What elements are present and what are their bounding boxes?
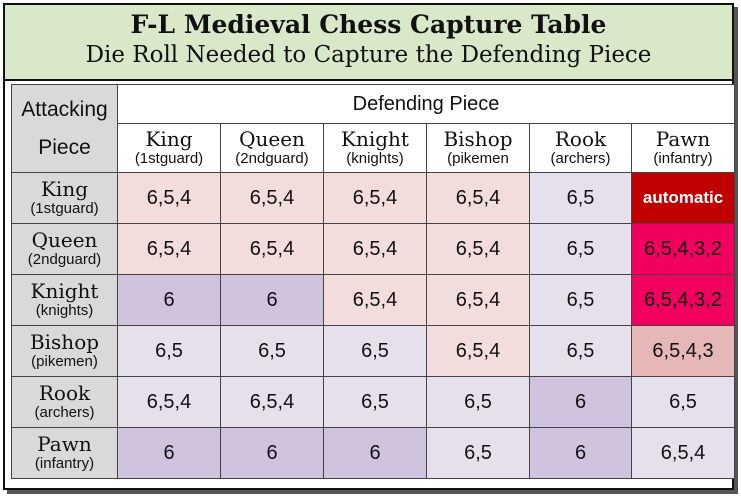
- capture-cell: 6,5: [220, 325, 324, 377]
- corner-label-line1: Attacking: [21, 97, 108, 121]
- capture-cell: 6,5,4,3,2: [630, 274, 736, 326]
- capture-cell: 6,5: [529, 172, 632, 224]
- capture-cell: 6,5: [529, 274, 632, 326]
- attacking-piece-header: Attacking Piece: [11, 84, 118, 173]
- capture-cell: 6,5,4: [323, 274, 427, 326]
- row-header-5: Pawn (infantry): [11, 427, 118, 479]
- column-header-5: Pawn (infantry): [630, 123, 736, 173]
- column-header-sub: (knights): [346, 150, 404, 167]
- table-row: Rook (archers) 6,5,4 6,5,4 6,5 6,5 6 6,5: [11, 376, 736, 428]
- row-header-name: Pawn: [37, 432, 92, 456]
- column-header-2: Knight (knights): [323, 123, 427, 173]
- row-header-sub: (1stguard): [30, 200, 99, 217]
- capture-cell: 6: [323, 427, 427, 479]
- column-header-name: Pawn: [655, 127, 711, 151]
- row-header-2: Knight (knights): [11, 274, 118, 326]
- capture-cell: 6,5,4: [220, 172, 324, 224]
- capture-cell: 6,5,4,3,2: [630, 223, 736, 275]
- capture-cell: 6,5: [529, 325, 632, 377]
- page-subtitle: Die Roll Needed to Capture the Defending…: [85, 42, 652, 68]
- row-header-0: King (1stguard): [11, 172, 118, 224]
- capture-table-frame: F-L Medieval Chess Capture Table Die Rol…: [3, 3, 736, 490]
- capture-cell: 6: [117, 274, 221, 326]
- table-row: Pawn (infantry) 6 6 6 6,5 6 6,5,4: [11, 427, 736, 479]
- row-header-3: Bishop (pikemen): [11, 325, 118, 377]
- capture-cell: 6: [117, 427, 221, 479]
- column-header-4: Rook (archers): [529, 123, 632, 173]
- capture-cell: 6,5,4: [117, 223, 221, 275]
- column-header-sub: (2ndguard): [235, 150, 309, 167]
- capture-cell: 6,5,4: [220, 223, 324, 275]
- row-header-1: Queen (2ndguard): [11, 223, 118, 275]
- capture-cell: 6: [529, 376, 632, 428]
- capture-cell: 6: [529, 427, 632, 479]
- column-header-name: Rook: [554, 127, 607, 151]
- row-header-name: King: [40, 177, 89, 201]
- capture-cell: 6: [220, 274, 324, 326]
- capture-cell: 6,5: [323, 376, 427, 428]
- row-header-name: Rook: [38, 381, 91, 405]
- row-header-name: Knight: [30, 279, 99, 303]
- capture-cell: 6,5: [630, 376, 736, 428]
- column-header-name: Queen: [239, 127, 305, 151]
- row-header-name: Bishop: [29, 330, 100, 354]
- row-header-sub: (archers): [34, 404, 95, 421]
- capture-table: Attacking Piece Defending Piece King (1st…: [11, 84, 736, 479]
- title-banner: F-L Medieval Chess Capture Table Die Rol…: [5, 5, 732, 81]
- column-header-sub: (archers): [550, 150, 611, 167]
- capture-cell: 6,5,4: [426, 223, 530, 275]
- capture-cell: 6,5,4: [426, 172, 530, 224]
- corner-label-line2: Piece: [38, 135, 91, 159]
- table-row: Queen (2ndguard) 6,5,4 6,5,4 6,5,4 6,5,4 6,5 6,…: [11, 223, 736, 275]
- capture-cell: 6,5,4: [426, 274, 530, 326]
- capture-cell: 6,5,4: [323, 172, 427, 224]
- row-header-name: Queen: [31, 228, 98, 252]
- column-header-sub: (1stguard): [134, 150, 204, 167]
- capture-cell: 6,5,4: [220, 376, 324, 428]
- capture-cell: 6,5,4: [426, 325, 530, 377]
- row-header-sub: (pikemen): [31, 353, 98, 370]
- capture-cell: 6,5: [426, 427, 530, 479]
- capture-cell: 6,5: [529, 223, 632, 275]
- row-header-sub: (knights): [35, 302, 94, 319]
- capture-cell: 6: [220, 427, 324, 479]
- column-header-1: Queen (2ndguard): [220, 123, 324, 173]
- capture-cell: automatic: [630, 172, 736, 224]
- column-header-name: King: [145, 127, 193, 151]
- capture-cell: 6,5,4: [323, 223, 427, 275]
- table-row: King (1stguard) 6,5,4 6,5,4 6,5,4 6,5,4 6,5 aut…: [11, 172, 736, 224]
- row-header-sub: (2ndguard): [27, 251, 102, 268]
- capture-cell: 6,5: [426, 376, 530, 428]
- row-header-4: Rook (archers): [11, 376, 118, 428]
- defending-piece-header: Defending Piece: [116, 84, 736, 124]
- column-header-sub: (infantry): [653, 150, 713, 167]
- table-row: Knight (knights) 6 6 6,5,4 6,5,4 6,5 6,5,4,3,2: [11, 274, 736, 326]
- column-header-3: Bishop (pikemen: [426, 123, 530, 173]
- page-title: F-L Medieval Chess Capture Table: [130, 10, 607, 39]
- column-header-name: Bishop: [443, 127, 513, 151]
- capture-cell: 6,5,4: [117, 172, 221, 224]
- column-header-0: King (1stguard): [117, 123, 221, 173]
- table-row: Bishop (pikemen) 6,5 6,5 6,5 6,5,4 6,5 6,5,4,3: [11, 325, 736, 377]
- row-header-sub: (infantry): [34, 455, 95, 472]
- capture-cell: 6,5: [323, 325, 427, 377]
- capture-cell: 6,5,4,3: [630, 325, 736, 377]
- column-header-name: Knight: [341, 127, 409, 151]
- capture-cell: 6,5,4: [117, 376, 221, 428]
- column-header-sub: (pikemen: [447, 150, 509, 167]
- capture-cell: 6,5: [117, 325, 221, 377]
- capture-cell: 6,5,4: [630, 427, 736, 479]
